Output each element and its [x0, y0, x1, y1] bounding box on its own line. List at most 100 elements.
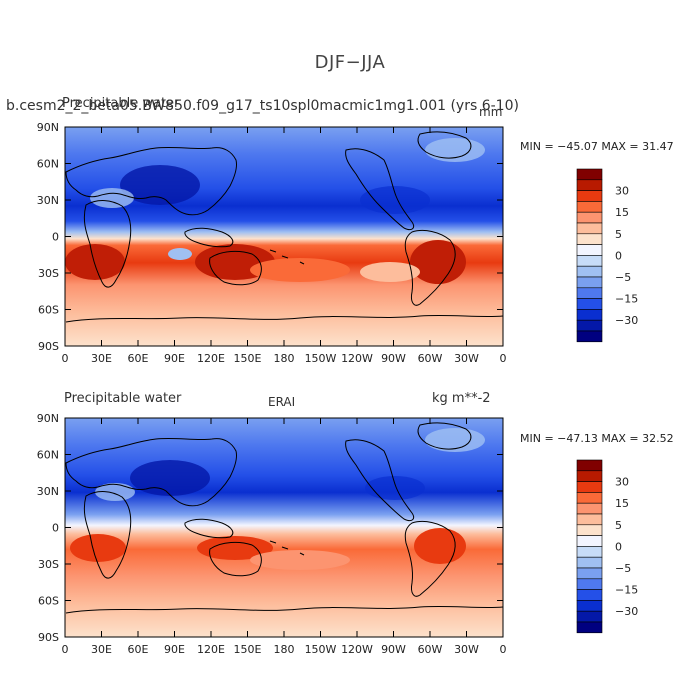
panel1-colorbar-label: −30: [615, 314, 638, 327]
panel1-lon-tick-label: 120E: [197, 352, 225, 365]
panel2-colorbar-box: [576, 481, 603, 493]
panel1-lat-tick-label: 30N: [37, 194, 59, 207]
panel2-colorbar-box: [576, 492, 603, 504]
panel1-colorbar-box: [576, 319, 603, 332]
panel1-colorbar-label: −5: [615, 271, 631, 284]
panel2-field: [65, 418, 503, 637]
panel1-colorbar-box: [576, 190, 603, 202]
panel2-lat-tick-label: 60N: [37, 449, 59, 462]
panel2-colorbar-label: 0: [615, 540, 622, 553]
panel2-colorbar-box: [576, 621, 603, 634]
panel1-colorbar-box: [576, 255, 603, 267]
panel2-colorbar-box: [576, 610, 603, 623]
panel2-colorbar-box: [576, 546, 603, 558]
panel2-lon-tick-label: 60E: [128, 643, 149, 656]
panel2-colorbar-box: [576, 556, 603, 569]
panel2-lon-tick-label: 90E: [164, 643, 185, 656]
panel2-lon-tick-label: 60W: [418, 643, 443, 656]
panel1-lat-tick-label: 60S: [38, 304, 59, 317]
panel2-colorbar-label: 5: [615, 519, 622, 532]
panel2-colorbar: 30 15 5 0 −5 −15 −30: [576, 459, 638, 634]
panel2-coastlines: [65, 422, 503, 614]
panel2-colorbar-label: −5: [615, 562, 631, 575]
panel2-colorbar-box: [576, 470, 603, 482]
panel2-lon-tick-label: 30W: [454, 643, 479, 656]
panel1-colorbar-label: 0: [615, 249, 622, 262]
panel1-lat-tick-label: 0: [52, 231, 59, 244]
panel1-colorbar: 30 15 5 0 −5 −15 −30: [576, 168, 638, 343]
panel2-colorbar-box: [576, 502, 603, 515]
panel2-colorbar-label: 15: [615, 497, 629, 510]
panel2-colorbar-box: [576, 524, 603, 536]
panel2-lon-tick-label: 180: [274, 643, 295, 656]
panel2-variable-label: Precipitable water: [64, 391, 182, 406]
panel1-variable-label: Precipitable water: [62, 96, 180, 111]
panel1-lat-tick-label: 60N: [37, 158, 59, 171]
panel2-case-title: ERAI: [268, 395, 296, 409]
panel2-lat-tick-label: 30N: [37, 485, 59, 498]
panel1-lat-tick-label: 90N: [37, 121, 59, 134]
panel1-lon-tick-label: 0: [62, 352, 69, 365]
panel2-colorbar-box: [576, 567, 603, 580]
panel1-colorbar-label: 15: [615, 206, 629, 219]
panel2-colorbar-box: [576, 513, 603, 526]
panel1-lon-tick-label: 0: [500, 352, 507, 365]
panel2-minmax: MIN = −47.13 MAX = 32.52: [520, 432, 674, 445]
panel1-lon-tick-label: 180: [274, 352, 295, 365]
panel1-colorbar-box: [576, 211, 603, 224]
panel2-units: kg m**-2: [432, 391, 491, 406]
panel1-lat-tick-label: 30S: [38, 267, 59, 280]
panel2-lon-tick-label: 90W: [381, 643, 406, 656]
panel1-colorbar-label: 30: [615, 185, 629, 198]
panel2-colorbar-label: −30: [615, 605, 638, 618]
panel1-colorbar-label: 5: [615, 228, 622, 241]
panel2-lat-tick-label: 60S: [38, 595, 59, 608]
panel1-lon-tick-label: 150W: [305, 352, 337, 365]
panel1-colorbar-box: [576, 168, 603, 181]
panel1-colorbar-box: [576, 244, 603, 256]
panel1-case-title: b.cesm2_2_beta05.BW850.f09_g17_ts10spl0m…: [6, 98, 519, 114]
panel1-colorbar-box: [576, 233, 603, 245]
panel2-lon-tick-label: 30E: [91, 643, 112, 656]
panel1-lon-tick-label: 120W: [341, 352, 373, 365]
panel1-colorbar-box: [576, 298, 603, 310]
panel1-colorbar-box: [576, 287, 603, 299]
panel1-colorbar-label: −15: [615, 293, 638, 306]
panel1-units: mm: [479, 105, 503, 119]
panel1-coastlines: [65, 131, 503, 323]
panel2-lat-tick-label: 90N: [37, 412, 59, 425]
panel2-lon-tick-label: 0: [62, 643, 69, 656]
figure-title: DJF−JJA: [314, 52, 386, 73]
panel2-colorbar-label: 30: [615, 476, 629, 489]
panel1-lon-tick-label: 30W: [454, 352, 479, 365]
panel1-lon-tick-label: 90E: [164, 352, 185, 365]
panel2-colorbar-box: [576, 600, 603, 612]
panel1-anomaly-patches: [65, 138, 485, 284]
panel1-lon-tick-label: 150E: [234, 352, 262, 365]
panel1-lon-tick-label: 30E: [91, 352, 112, 365]
panel2-lat-tick-label: 0: [52, 522, 59, 535]
panel2-colorbar-box: [576, 535, 603, 547]
panel1-lon-tick-label: 90W: [381, 352, 406, 365]
panel1-minmax: MIN = −45.07 MAX = 31.47: [520, 140, 674, 153]
panel2-colorbar-box: [576, 459, 603, 472]
panel2-lon-tick-label: 150W: [305, 643, 337, 656]
panel1-lon-tick-label: 60E: [128, 352, 149, 365]
panel1-colorbar-box: [576, 222, 603, 235]
panel2-colorbar-box: [576, 578, 603, 590]
panel1-colorbar-box: [576, 330, 603, 343]
panel2-lon-tick-label: 0: [500, 643, 507, 656]
panel2-lon-tick-label: 120W: [341, 643, 373, 656]
panel2-lon-tick-label: 150E: [234, 643, 262, 656]
panel1-lon-tick-label: 60W: [418, 352, 443, 365]
panel2-lon-tick-label: 120E: [197, 643, 225, 656]
panel1-field: [65, 127, 503, 346]
panel2-lat-tick-label: 30S: [38, 558, 59, 571]
panel1-colorbar-box: [576, 276, 603, 289]
panel2-colorbar-label: −15: [615, 584, 638, 597]
panel1-colorbar-box: [576, 309, 603, 321]
panel1-lat-tick-label: 90S: [38, 340, 59, 353]
